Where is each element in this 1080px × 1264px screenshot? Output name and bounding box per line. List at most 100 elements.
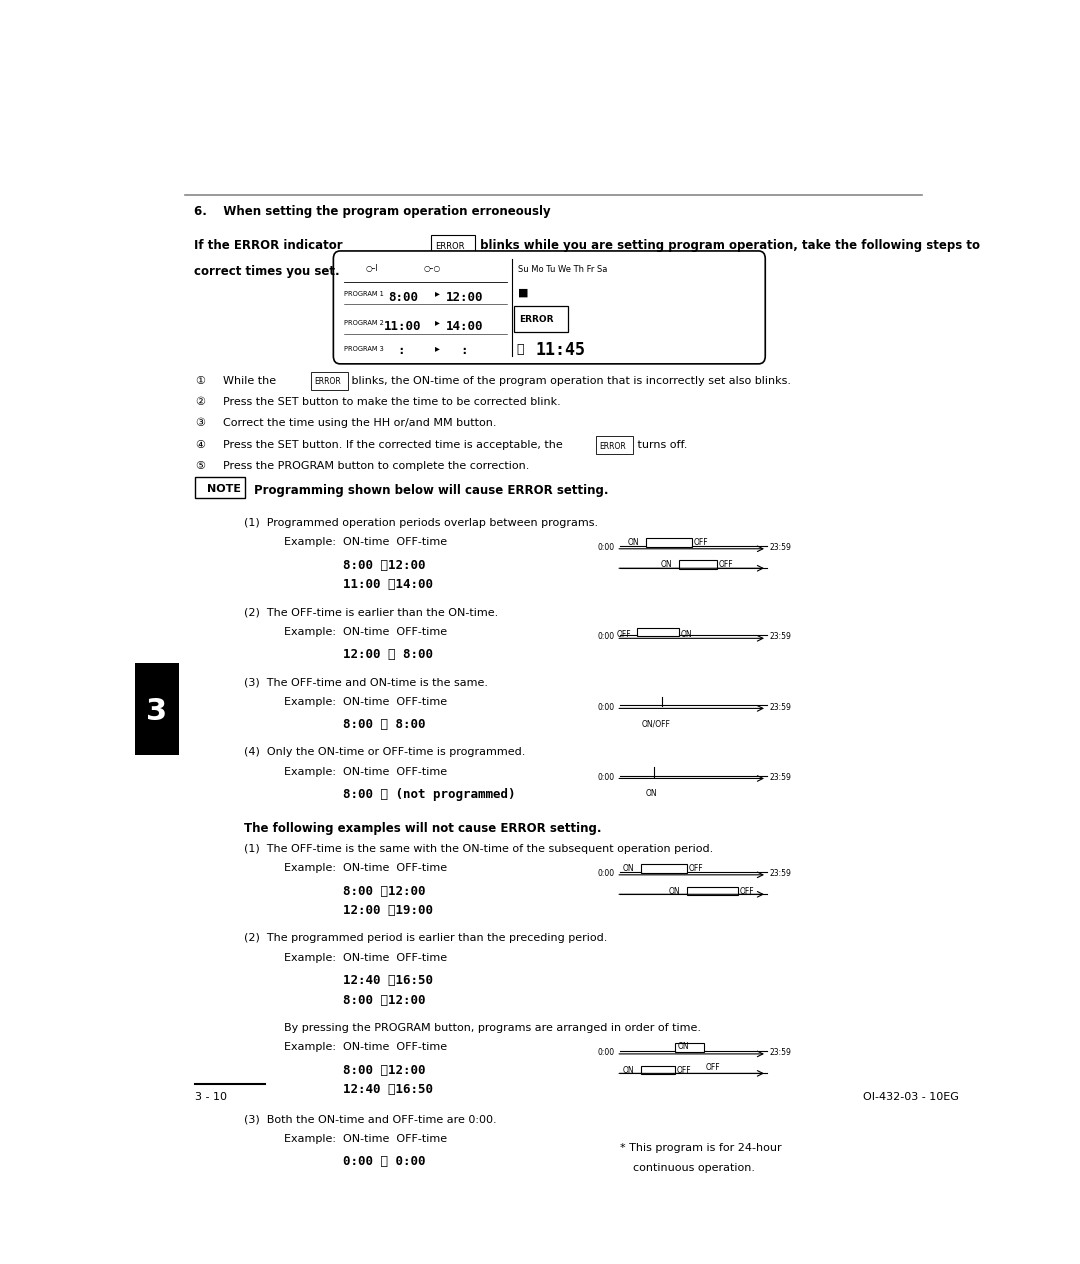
Bar	[637, 628, 679, 636]
Text: ON: ON	[627, 538, 638, 547]
Text: 11:00: 11:00	[383, 320, 421, 332]
Text: ▸: ▸	[434, 344, 440, 354]
Text: While the: While the	[222, 375, 280, 386]
Text: OFF: OFF	[740, 886, 754, 895]
Text: 23:59: 23:59	[769, 703, 792, 712]
Text: (3)  The OFF-time and ON-time is the same.: (3) The OFF-time and ON-time is the same…	[244, 678, 488, 688]
Text: ■: ■	[518, 288, 529, 298]
FancyBboxPatch shape	[334, 252, 766, 364]
Text: (1)  Programmed operation periods overlap between programs.: (1) Programmed operation periods overlap…	[244, 518, 598, 527]
Text: 12:00 ․19:00: 12:00 ․19:00	[342, 904, 433, 916]
FancyBboxPatch shape	[514, 306, 568, 331]
Text: ○–○: ○–○	[423, 264, 441, 273]
Text: OFF: OFF	[617, 629, 631, 638]
Bar	[646, 538, 691, 547]
Text: Press the SET button. If the corrected time is acceptable, the: Press the SET button. If the corrected t…	[222, 440, 566, 450]
Text: PROGRAM 3: PROGRAM 3	[345, 346, 384, 353]
Text: 12:00: 12:00	[446, 291, 484, 303]
Text: 23:59: 23:59	[769, 632, 792, 642]
Text: Example:  ON-time  OFF-time: Example: ON-time OFF-time	[284, 1134, 447, 1144]
Text: continuous operation.: continuous operation.	[633, 1163, 755, 1173]
Text: (1)  The OFF-time is the same with the ON-time of the subsequent operation perio: (1) The OFF-time is the same with the ON…	[244, 843, 713, 853]
Text: 0:00: 0:00	[597, 544, 615, 552]
Text: ON: ON	[661, 560, 672, 570]
Text: 0:00 ․ 0:00: 0:00 ․ 0:00	[342, 1155, 426, 1168]
Text: * This program is for 24-hour: * This program is for 24-hour	[620, 1144, 782, 1154]
Text: ERROR: ERROR	[599, 441, 626, 451]
Text: ▸: ▸	[434, 317, 440, 327]
Text: 23:59: 23:59	[769, 1048, 792, 1057]
Text: (3)  Both the ON-time and OFF-time are 0:00.: (3) Both the ON-time and OFF-time are 0:…	[244, 1115, 497, 1124]
Text: ON: ON	[623, 865, 635, 873]
Text: Example:  ON-time  OFF-time: Example: ON-time OFF-time	[284, 627, 447, 637]
Text: 23:59: 23:59	[769, 868, 792, 878]
Text: blinks, the ON-time of the program operation that is incorrectly set also blinks: blinks, the ON-time of the program opera…	[349, 375, 792, 386]
Text: Press the SET button to make the time to be corrected blink.: Press the SET button to make the time to…	[222, 397, 561, 407]
Text: 0:00: 0:00	[597, 868, 615, 878]
Text: OFF: OFF	[676, 1066, 691, 1074]
Text: 0:00: 0:00	[597, 703, 615, 712]
Text: 8:00 ․12:00: 8:00 ․12:00	[342, 994, 426, 1006]
Text: ON: ON	[680, 629, 692, 638]
Text: ⌚: ⌚	[516, 344, 524, 356]
Bar	[195, 477, 245, 498]
Text: 8:00 ․12:00: 8:00 ․12:00	[342, 559, 426, 571]
Text: Press the PROGRAM button to complete the correction.: Press the PROGRAM button to complete the…	[222, 461, 529, 471]
Text: ④: ④	[195, 440, 205, 450]
Text: ON/OFF: ON/OFF	[642, 719, 671, 728]
Text: Correct the time using the HH or/and MM button.: Correct the time using the HH or/and MM …	[222, 418, 497, 428]
Text: Example:  ON-time  OFF-time: Example: ON-time OFF-time	[284, 953, 447, 963]
Text: By pressing the PROGRAM button, programs are arranged in order of time.: By pressing the PROGRAM button, programs…	[284, 1023, 701, 1033]
Text: 0:00: 0:00	[597, 1048, 615, 1057]
Text: NOTE: NOTE	[207, 484, 241, 493]
Text: Example:  ON-time  OFF-time: Example: ON-time OFF-time	[284, 863, 447, 873]
Text: (2)  The OFF-time is earlier than the ON-time.: (2) The OFF-time is earlier than the ON-…	[244, 607, 498, 617]
Text: ▸: ▸	[434, 288, 440, 298]
Text: ERROR: ERROR	[519, 315, 554, 324]
Text: :: :	[460, 344, 468, 358]
Text: Example:  ON-time  OFF-time: Example: ON-time OFF-time	[284, 537, 447, 547]
Text: Programming shown below will cause ERROR setting.: Programming shown below will cause ERROR…	[254, 484, 608, 497]
Text: :: :	[397, 344, 405, 358]
Text: OFF: OFF	[689, 865, 704, 873]
Text: 23:59: 23:59	[769, 544, 792, 552]
Text: ①: ①	[195, 375, 205, 386]
Text: ERROR: ERROR	[314, 378, 341, 387]
Bar	[679, 560, 717, 569]
Text: ON: ON	[677, 1043, 689, 1052]
Text: blinks while you are setting program operation, take the following steps to: blinks while you are setting program ope…	[475, 239, 980, 253]
Text: 8:00 ․ 8:00: 8:00 ․ 8:00	[342, 718, 426, 731]
Bar	[135, 662, 178, 755]
Text: OFF: OFF	[718, 560, 733, 570]
Text: OFF: OFF	[706, 1063, 720, 1072]
Text: 11:00 ․14:00: 11:00 ․14:00	[342, 578, 433, 592]
Text: PROGRAM 1: PROGRAM 1	[345, 291, 384, 297]
Text: 8:00 ․12:00: 8:00 ․12:00	[342, 885, 426, 897]
Text: The following examples will not cause ERROR setting.: The following examples will not cause ER…	[244, 823, 602, 836]
Text: 8:00 ․12:00: 8:00 ․12:00	[342, 1063, 426, 1077]
Text: 23:59: 23:59	[769, 772, 792, 781]
Text: Example:  ON-time  OFF-time: Example: ON-time OFF-time	[284, 767, 447, 777]
Text: ON: ON	[646, 789, 658, 798]
FancyBboxPatch shape	[431, 235, 475, 259]
Text: 8:00 ․ (not programmed): 8:00 ․ (not programmed)	[342, 789, 515, 801]
FancyBboxPatch shape	[596, 436, 633, 454]
Text: 12:00 ․ 8:00: 12:00 ․ 8:00	[342, 648, 433, 661]
Text: 8:00: 8:00	[389, 291, 419, 303]
Text: Example:  ON-time  OFF-time: Example: ON-time OFF-time	[284, 696, 447, 707]
Text: ○–I: ○–I	[365, 264, 378, 273]
Text: OI-432-03 - 10EG: OI-432-03 - 10EG	[863, 1092, 959, 1102]
Text: 12:40 ․16:50: 12:40 ․16:50	[342, 1083, 433, 1096]
Text: 3: 3	[146, 696, 167, 726]
Text: Example:  ON-time  OFF-time: Example: ON-time OFF-time	[284, 1043, 447, 1052]
Text: ②: ②	[195, 397, 205, 407]
Text: 6.    When setting the program operation erroneously: 6. When setting the program operation er…	[193, 205, 550, 219]
Bar	[642, 1066, 675, 1074]
Text: 3 - 10: 3 - 10	[195, 1092, 227, 1102]
Text: If the ERROR indicator: If the ERROR indicator	[193, 239, 347, 253]
Bar	[687, 886, 738, 895]
FancyBboxPatch shape	[311, 372, 348, 391]
Text: ⑤: ⑤	[195, 461, 205, 471]
Text: Su Mo Tu We Th Fr Sa: Su Mo Tu We Th Fr Sa	[518, 264, 608, 273]
Text: 0:00: 0:00	[597, 772, 615, 781]
